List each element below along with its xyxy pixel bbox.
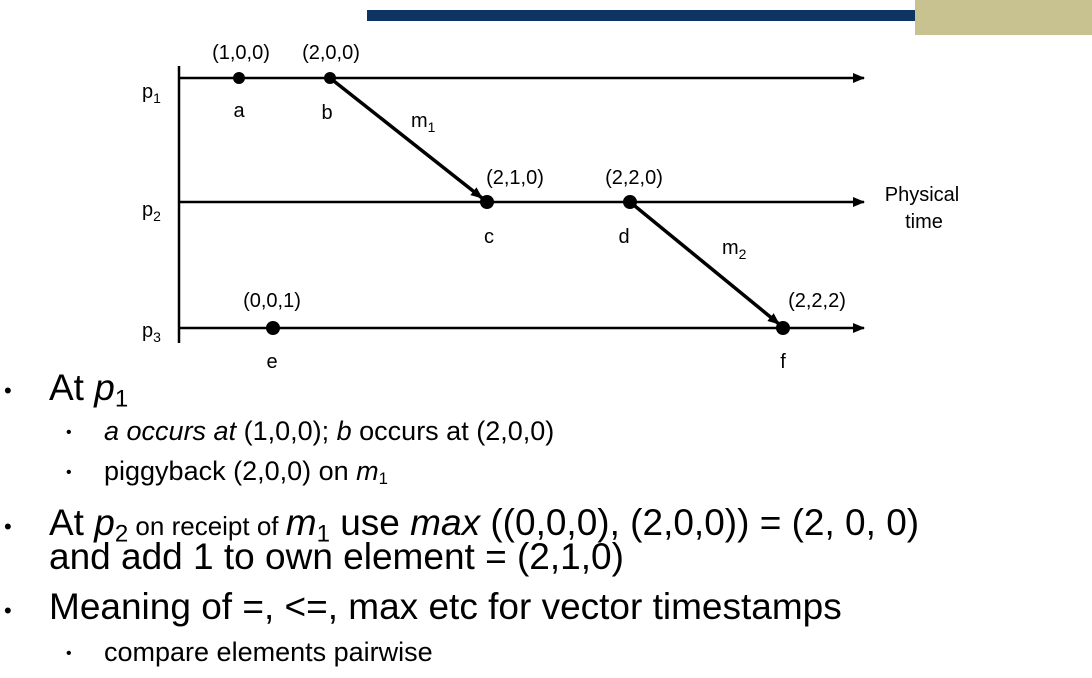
bullet-receipt-at-p2: At p2 on receipt of m1 use max ((0,0,0),… [49,502,920,548]
sub-bullet-piggyback: piggyback (2,0,0) on m1 [104,456,388,489]
bullet-meaning-of-operators: Meaning of =, <=, max etc for vector tim… [49,586,842,627]
message-label-m1: m1 [411,110,436,135]
bullet-marker: • [4,514,12,539]
event-dot-f [776,321,790,335]
event-timestamp-f: (2,2,2) [788,290,846,312]
event-timestamp-e: (0,0,1) [243,290,301,312]
bullet-marker: • [66,424,72,441]
message-arrow-m2 [628,200,781,326]
message-label-m2: m2 [722,237,747,262]
event-dot-b [324,72,336,84]
bullet-marker: • [66,645,72,662]
bullet-marker: • [4,598,12,623]
event-label-e: e [266,351,277,373]
header-bar [367,10,1092,21]
bullet-receipt-at-p2-line2: and add 1 to own element = (2,1,0) [49,536,624,577]
event-timestamp-d: (2,2,0) [605,167,663,189]
message-arrow-m1 [328,76,484,200]
bullet-at-p1: At p1 [49,367,129,413]
process-label-p2: p2 [142,199,161,224]
event-timestamp-a: (1,0,0) [212,42,270,64]
event-timestamp-b: (2,0,0) [302,42,360,64]
process-label-p3: p3 [142,320,161,345]
event-dot-d [623,195,637,209]
bullet-marker: • [4,378,12,403]
bullet-marker: • [66,464,72,481]
header-accent-block [915,0,1092,35]
event-dot-a [233,72,245,84]
sub-bullet-event-times: a occurs at (1,0,0); b occurs at (2,0,0) [104,416,555,446]
process-label-p1: p1 [142,81,161,106]
event-label-f: f [780,351,786,373]
time-axis-label-line2: time [905,211,943,233]
event-dot-e [266,321,280,335]
sub-bullet-compare-pairwise: compare elements pairwise [104,637,433,667]
event-label-b: b [321,102,332,124]
event-timestamp-c: (2,1,0) [486,167,544,189]
event-label-a: a [233,100,245,122]
event-label-c: c [484,226,494,248]
event-label-d: d [618,226,629,248]
time-axis-label-line1: Physical [885,184,959,206]
event-dot-c [480,195,494,209]
